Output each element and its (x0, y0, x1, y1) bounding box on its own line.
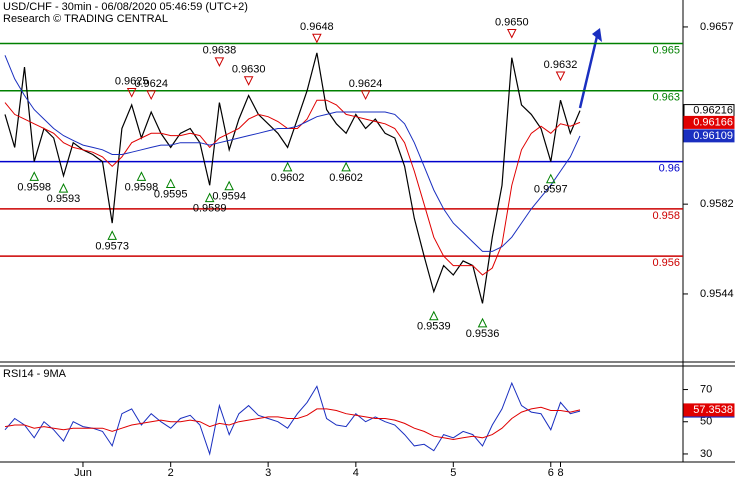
pivot-high-label: 0.9632 (544, 59, 578, 71)
level-label: 0.965 (652, 44, 680, 56)
pivot-low-marker (545, 173, 556, 184)
pivot-low-marker (58, 183, 69, 193)
last-value-box (683, 115, 735, 129)
last-value-label: 57.3538 (693, 404, 733, 416)
pivot-high-label: 0.9624 (134, 78, 168, 90)
rsi-title: RSI14 - 9MA (3, 368, 67, 380)
pivot-low-label: 0.9598 (17, 181, 51, 193)
y-tick-label: 0.9582 (700, 198, 734, 210)
last-value-label: 0.96166 (693, 116, 733, 128)
pivot-low-marker (341, 161, 351, 172)
series-line (4, 52, 581, 304)
pivot-low-marker (29, 171, 40, 181)
x-tick-label: 5 (450, 467, 456, 479)
pivot-low-label: 0.9536 (466, 328, 500, 340)
y-tick-label: 30 (700, 448, 712, 460)
y-tick-label: 0.9544 (700, 288, 734, 300)
x-tick-label: 8 (557, 467, 563, 479)
pivot-low-label: 0.9573 (95, 240, 129, 252)
pivot-low-label: 0.9539 (417, 321, 451, 333)
pivot-low-label: 0.9602 (329, 172, 363, 184)
last-value-box (683, 129, 735, 143)
pivot-high-marker (312, 33, 322, 44)
pivot-high-marker (214, 57, 225, 67)
pivot-low-marker (165, 178, 176, 188)
projection-arrow-head (592, 28, 602, 42)
pivot-low-marker (477, 317, 488, 328)
pivot-high-label: 0.9638 (203, 45, 237, 57)
series-line (4, 406, 581, 441)
last-value-box (683, 403, 735, 417)
pivot-high-label: 0.9650 (495, 16, 529, 28)
pivot-high-marker (126, 88, 137, 98)
x-tick-label: 2 (168, 467, 174, 479)
pivot-low-marker (107, 230, 118, 240)
y-tick-label: 0.9657 (700, 21, 734, 33)
pivot-low-marker (282, 161, 293, 172)
pivot-low-label: 0.9595 (154, 188, 188, 200)
y-tick-label: 70 (700, 383, 712, 395)
pivot-low-marker (429, 310, 439, 321)
pivot-low-label: 0.9597 (534, 184, 568, 196)
series-line (4, 99, 581, 276)
pivot-low-label: 0.9598 (125, 181, 159, 193)
series-line (4, 55, 581, 252)
pivot-high-label: 0.9625 (115, 75, 149, 87)
level-label: 0.96 (659, 163, 680, 175)
pivot-high-marker (360, 90, 371, 101)
last-value-label: 0.96216 (693, 104, 733, 116)
pivot-low-marker (204, 192, 215, 203)
pivot-low-label: 0.9594 (212, 191, 246, 203)
level-label: 0.958 (652, 210, 680, 222)
pivot-low-label: 0.9589 (193, 203, 227, 215)
level-label: 0.956 (652, 257, 680, 269)
level-label: 0.963 (652, 92, 680, 104)
x-tick-label: Jun (74, 467, 92, 479)
chart-subtitle: Research © TRADING CENTRAL (3, 13, 168, 25)
pivot-high-label: 0.9648 (300, 21, 334, 33)
pivot-high-marker (243, 76, 254, 86)
pivot-high-marker (555, 71, 566, 82)
last-value-label: 0.96109 (693, 130, 733, 142)
pivot-high-marker (506, 28, 517, 39)
pivot-low-label: 0.9602 (271, 172, 305, 184)
x-tick-label: 4 (353, 467, 359, 479)
series-line (4, 381, 581, 456)
y-tick-label: 50 (700, 416, 712, 428)
pivot-low-label: 0.9593 (47, 193, 81, 205)
pivot-low-marker (224, 180, 234, 191)
pivot-low-marker (136, 171, 147, 181)
chart-title: USD/CHF - 30min - 06/08/2020 05:46:59 (U… (3, 1, 248, 13)
x-tick-label: 3 (265, 467, 271, 479)
pivot-high-marker (146, 90, 156, 101)
x-tick-label: 6 (548, 467, 554, 479)
pivot-high-label: 0.9624 (349, 78, 383, 90)
pivot-high-label: 0.9630 (232, 64, 266, 76)
projection-arrow (578, 31, 600, 109)
